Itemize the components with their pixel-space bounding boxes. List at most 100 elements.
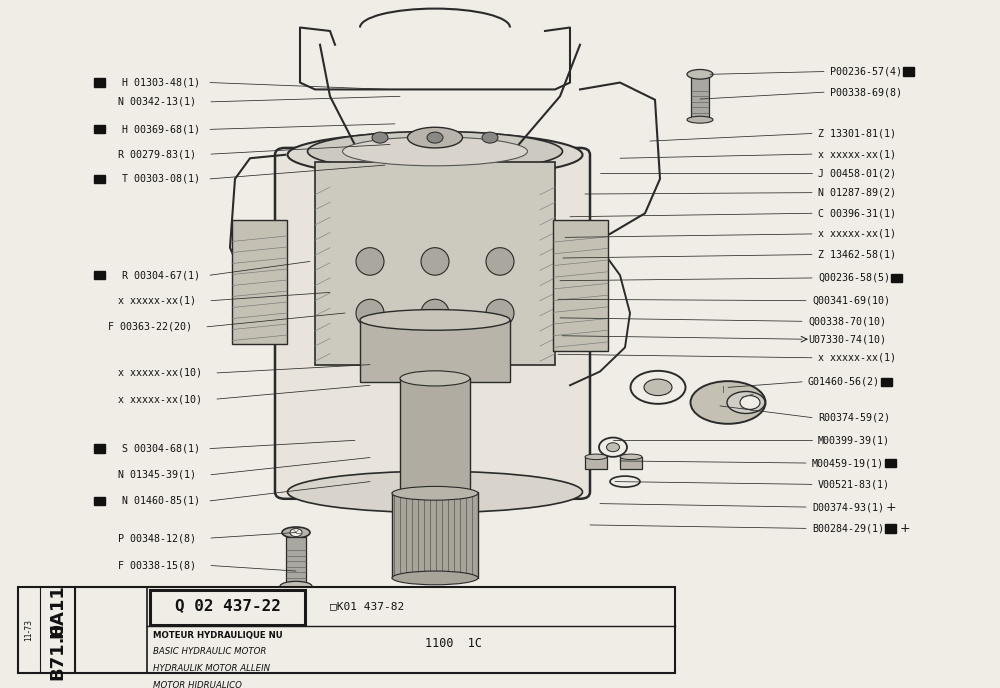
Ellipse shape <box>408 127 462 148</box>
Text: J 00458-01(2): J 00458-01(2) <box>818 169 896 178</box>
Bar <box>691 77 709 120</box>
Text: R 00279-83(1): R 00279-83(1) <box>118 149 196 159</box>
Bar <box>400 378 470 499</box>
Ellipse shape <box>585 454 607 460</box>
Text: x xxxxx-xx(1): x xxxxx-xx(1) <box>818 229 896 239</box>
Ellipse shape <box>421 299 449 327</box>
Ellipse shape <box>631 371 686 404</box>
Text: V00521-83(1): V00521-83(1) <box>818 480 890 489</box>
Text: Z 13301-81(1): Z 13301-81(1) <box>818 129 896 138</box>
Bar <box>94 444 105 453</box>
Text: P00338-69(8): P00338-69(8) <box>830 87 902 97</box>
Ellipse shape <box>356 299 384 327</box>
Ellipse shape <box>282 527 310 538</box>
Bar <box>360 320 510 382</box>
Text: H 01303-48(1): H 01303-48(1) <box>122 78 200 87</box>
Ellipse shape <box>606 443 620 452</box>
Bar <box>885 459 896 467</box>
Ellipse shape <box>620 454 642 460</box>
Bar <box>315 162 555 365</box>
Text: N 01287-89(2): N 01287-89(2) <box>818 188 896 197</box>
Bar <box>75 587 675 673</box>
Text: MOTOR HIDRUALICO: MOTOR HIDRUALICO <box>153 681 242 688</box>
Text: T 00303-08(1): T 00303-08(1) <box>122 174 200 184</box>
Text: x xxxxx-xx(10): x xxxxx-xx(10) <box>118 368 202 378</box>
Text: C 00396-31(1): C 00396-31(1) <box>818 208 896 218</box>
Text: F 00338-15(8): F 00338-15(8) <box>118 561 196 570</box>
Text: Q00338-70(10): Q00338-70(10) <box>808 316 886 326</box>
Ellipse shape <box>687 69 713 79</box>
Bar <box>94 175 105 183</box>
Text: G01460-56(2): G01460-56(2) <box>808 377 880 387</box>
Bar <box>620 457 642 469</box>
Text: BASIC HYDRAULIC MOTOR: BASIC HYDRAULIC MOTOR <box>153 647 266 656</box>
Bar <box>18 587 75 673</box>
Ellipse shape <box>690 381 766 424</box>
Ellipse shape <box>308 131 562 171</box>
Text: +: + <box>900 522 910 535</box>
Text: M00459-19(1): M00459-19(1) <box>812 458 884 468</box>
Text: Z 13462-58(1): Z 13462-58(1) <box>818 250 896 259</box>
Text: N 01345-39(1): N 01345-39(1) <box>118 470 196 480</box>
Ellipse shape <box>421 248 449 275</box>
FancyBboxPatch shape <box>275 148 590 499</box>
Ellipse shape <box>486 248 514 275</box>
Bar <box>891 274 902 282</box>
Text: B00284-29(1): B00284-29(1) <box>812 524 884 533</box>
Text: x xxxxx-xx(10): x xxxxx-xx(10) <box>118 394 202 404</box>
Text: P00236-57(4): P00236-57(4) <box>830 67 902 76</box>
Bar <box>94 271 105 279</box>
Text: HYDRAULIK MOTOR ALLEIN: HYDRAULIK MOTOR ALLEIN <box>153 665 270 674</box>
Text: □K01 437-82: □K01 437-82 <box>330 601 404 611</box>
Bar <box>286 537 306 585</box>
Text: MOTEUR HYDRAULIQUE NU: MOTEUR HYDRAULIQUE NU <box>153 630 283 640</box>
Text: 11-73: 11-73 <box>24 619 33 641</box>
Bar <box>94 497 105 505</box>
Text: HA11: HA11 <box>48 584 66 638</box>
Text: U07330-74(10): U07330-74(10) <box>808 334 886 344</box>
Ellipse shape <box>280 581 312 591</box>
Text: H 00369-68(1): H 00369-68(1) <box>122 125 200 134</box>
Ellipse shape <box>486 299 514 327</box>
Circle shape <box>740 396 760 409</box>
Text: F 00363-22(20): F 00363-22(20) <box>108 322 192 332</box>
Ellipse shape <box>360 310 510 330</box>
Text: x xxxxx-xx(1): x xxxxx-xx(1) <box>118 296 196 305</box>
Bar <box>94 125 105 133</box>
Text: D00374-93(1): D00374-93(1) <box>812 502 884 512</box>
FancyBboxPatch shape <box>232 220 287 344</box>
Text: Q 02 437-22: Q 02 437-22 <box>175 599 281 614</box>
Ellipse shape <box>356 248 384 275</box>
Text: P 00348-12(8): P 00348-12(8) <box>118 533 196 543</box>
Ellipse shape <box>400 371 470 386</box>
Ellipse shape <box>342 137 528 166</box>
Text: B71.0: B71.0 <box>48 623 66 680</box>
Text: M00399-39(1): M00399-39(1) <box>818 436 890 445</box>
Ellipse shape <box>392 486 478 500</box>
Circle shape <box>290 528 302 537</box>
Ellipse shape <box>288 471 582 513</box>
Text: N 01460-85(1): N 01460-85(1) <box>122 496 200 506</box>
Ellipse shape <box>599 438 627 457</box>
Text: x xxxxx-xx(1): x xxxxx-xx(1) <box>818 353 896 363</box>
Circle shape <box>372 132 388 143</box>
Text: x xxxxx-xx(1): x xxxxx-xx(1) <box>818 149 896 159</box>
Text: R00374-59(2): R00374-59(2) <box>818 413 890 422</box>
Bar <box>392 492 478 578</box>
Circle shape <box>482 132 498 143</box>
Ellipse shape <box>392 571 478 585</box>
Circle shape <box>427 132 443 143</box>
Ellipse shape <box>644 379 672 396</box>
Bar <box>885 524 896 533</box>
Bar <box>881 378 892 386</box>
Text: R 00304-67(1): R 00304-67(1) <box>122 270 200 280</box>
Bar <box>94 78 105 87</box>
Ellipse shape <box>610 476 640 487</box>
Bar <box>903 67 914 76</box>
Ellipse shape <box>727 391 765 413</box>
Text: N 00342-13(1): N 00342-13(1) <box>118 97 196 107</box>
Text: S 00304-68(1): S 00304-68(1) <box>122 444 200 453</box>
Text: Q00341-69(10): Q00341-69(10) <box>812 296 890 305</box>
Bar <box>585 457 607 469</box>
Bar <box>150 590 305 625</box>
